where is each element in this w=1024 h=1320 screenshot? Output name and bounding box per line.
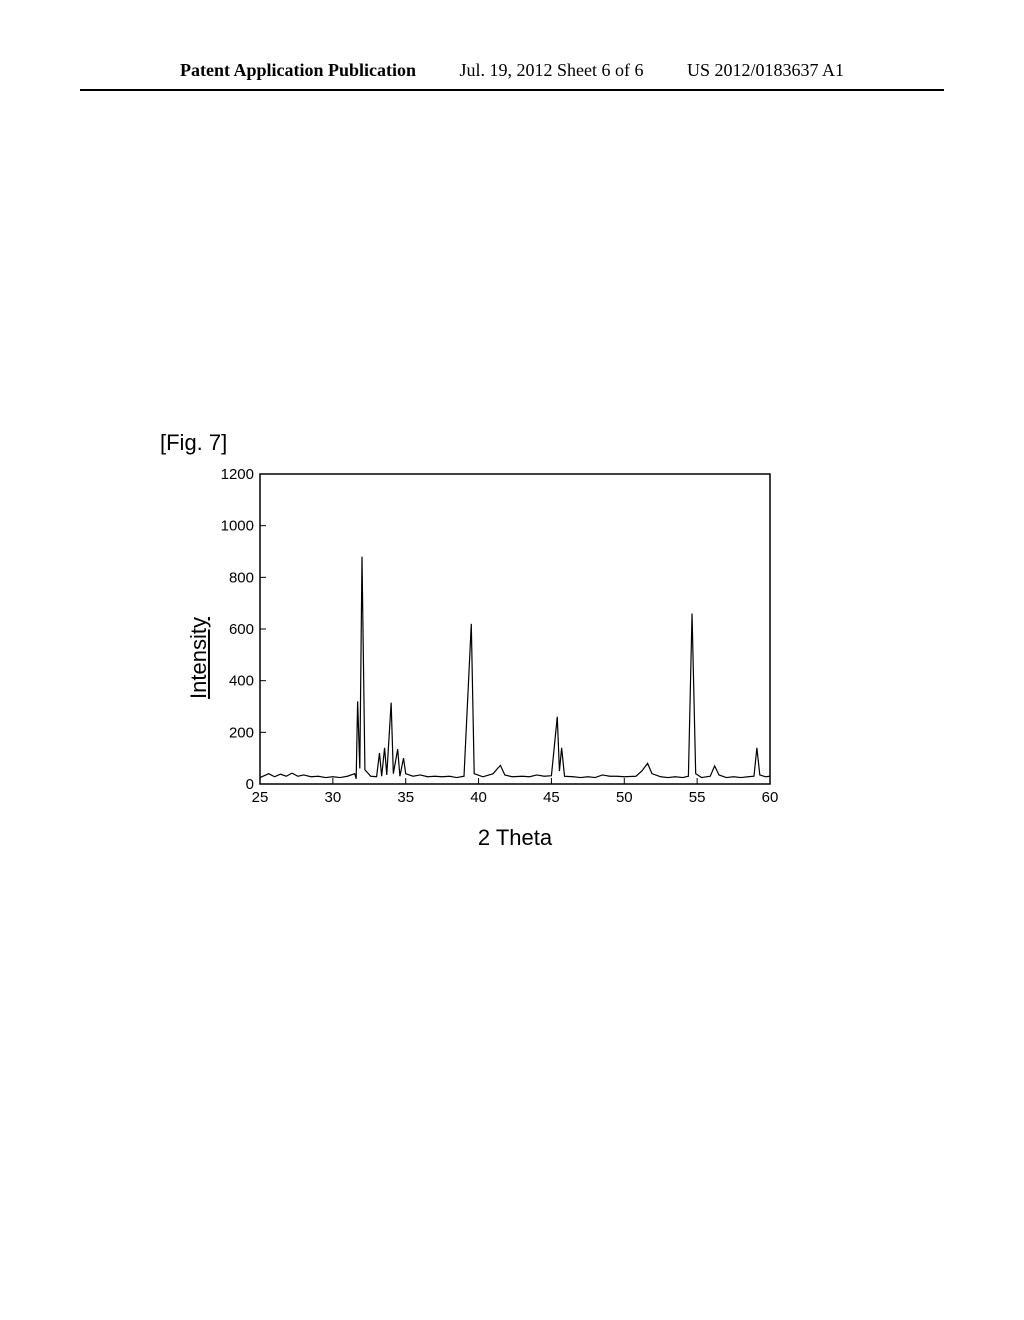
figure-label: [Fig. 7] — [160, 430, 780, 456]
x-axis-label: 2 Theta — [250, 825, 780, 851]
page-header: Patent Application Publication Jul. 19, … — [80, 0, 944, 91]
svg-text:1000: 1000 — [221, 518, 254, 535]
header-left: Patent Application Publication — [180, 60, 416, 81]
svg-text:50: 50 — [616, 789, 633, 806]
y-axis-label: Intensity — [186, 617, 212, 699]
svg-text:400: 400 — [229, 673, 254, 690]
svg-text:35: 35 — [397, 789, 414, 806]
svg-text:800: 800 — [229, 569, 254, 586]
header-center: Jul. 19, 2012 Sheet 6 of 6 — [460, 60, 644, 81]
svg-text:600: 600 — [229, 621, 254, 638]
svg-text:45: 45 — [543, 789, 560, 806]
svg-text:55: 55 — [689, 789, 706, 806]
svg-text:200: 200 — [229, 724, 254, 741]
svg-text:25: 25 — [252, 789, 269, 806]
chart-wrapper: Intensity 020040060080010001200253035404… — [200, 464, 780, 851]
svg-text:1200: 1200 — [221, 466, 254, 483]
header-right: US 2012/0183637 A1 — [687, 60, 844, 81]
xrd-chart: 0200400600800100012002530354045505560 — [200, 464, 780, 814]
figure-7: [Fig. 7] Intensity 020040060080010001200… — [160, 430, 780, 851]
svg-text:60: 60 — [762, 789, 779, 806]
svg-text:40: 40 — [470, 789, 487, 806]
svg-text:30: 30 — [325, 789, 342, 806]
